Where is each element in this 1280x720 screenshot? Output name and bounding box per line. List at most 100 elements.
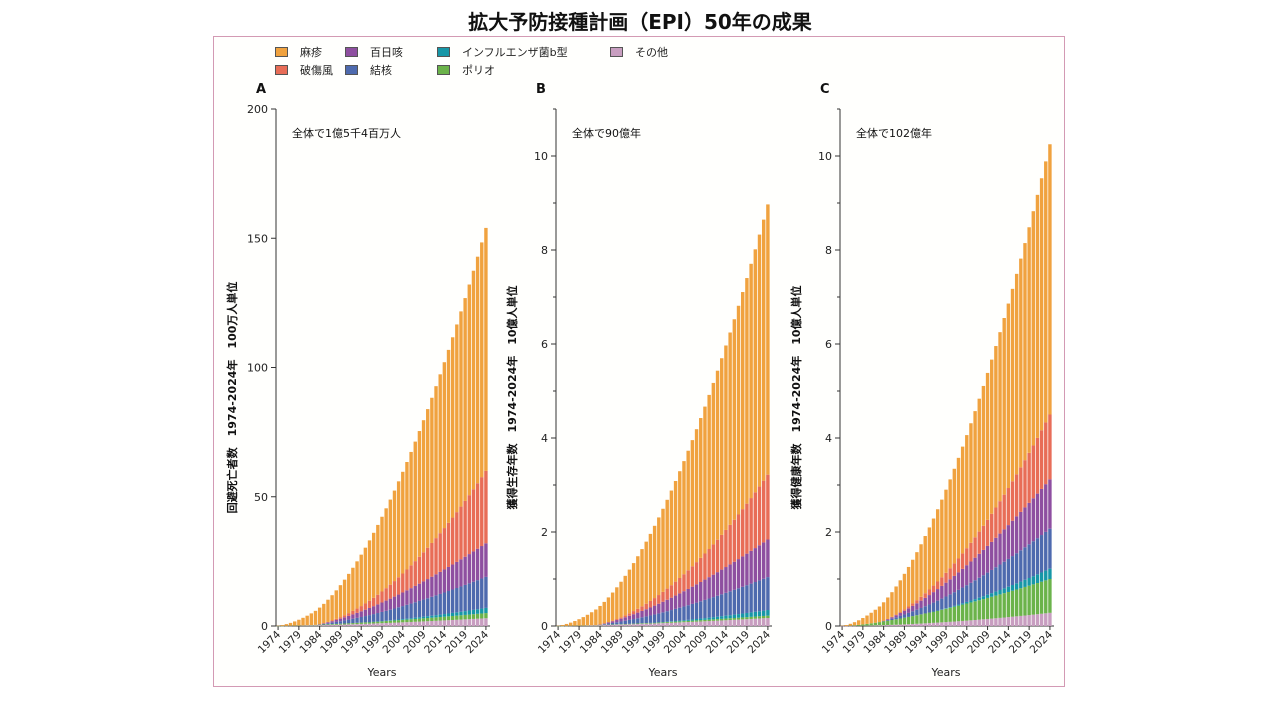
bar-segment — [665, 499, 669, 589]
bar-segment — [615, 624, 619, 626]
bar-segment — [911, 611, 915, 617]
bar-segment — [405, 462, 409, 570]
bar-segment — [652, 605, 657, 615]
bar-segment — [923, 606, 927, 614]
bar-segment — [703, 618, 707, 620]
bar-segment — [434, 386, 438, 539]
bar-segment — [401, 606, 405, 620]
bar-segment — [994, 507, 998, 538]
bar-segment — [459, 311, 463, 507]
bar-segment — [376, 621, 380, 624]
bar-segment — [405, 618, 409, 620]
bar-segment — [322, 625, 326, 626]
bar-segment — [940, 577, 944, 586]
bar-segment — [322, 623, 326, 624]
bar-segment — [413, 561, 417, 586]
bar-segment — [1002, 588, 1006, 594]
bar-segment — [985, 519, 990, 546]
bar-segment — [351, 614, 355, 619]
bar-segment — [598, 605, 602, 625]
bar-segment — [392, 596, 397, 609]
bar-segment — [426, 621, 430, 626]
bar-segment — [459, 559, 463, 587]
bar-segment — [1027, 544, 1031, 579]
bar-segment — [973, 601, 977, 620]
bar-segment — [330, 621, 334, 623]
bar-segment — [359, 623, 363, 626]
y-tick-label: 4 — [541, 432, 548, 445]
bar-segment — [749, 550, 753, 584]
panel-letter: C — [820, 82, 830, 97]
bar-segment — [686, 622, 690, 626]
bar-segment — [728, 618, 732, 621]
bar-segment — [355, 624, 359, 626]
bar-segment — [673, 481, 678, 582]
bar-segment — [388, 620, 393, 623]
bar-segment — [661, 591, 665, 602]
bar-segment — [919, 544, 923, 597]
bar-segment — [732, 519, 737, 562]
bar-segment — [745, 585, 749, 613]
bar-segment — [998, 589, 1002, 595]
bar-segment — [475, 609, 480, 614]
bar-segment — [367, 600, 372, 608]
bar-segment — [694, 562, 699, 585]
bar-segment — [648, 623, 653, 626]
bar-segment — [471, 614, 476, 619]
bar-segment — [694, 621, 699, 626]
bar-segment — [927, 595, 932, 605]
bar-segment — [442, 362, 447, 529]
x-tick-label: 1989 — [318, 629, 345, 656]
bar-segment — [392, 620, 397, 623]
bar-segment — [309, 625, 314, 626]
bar-segment — [965, 548, 969, 566]
bar-segment — [965, 585, 969, 602]
bar-segment — [935, 581, 940, 590]
bar-segment — [384, 623, 388, 626]
bar-segment — [1019, 511, 1023, 551]
x-tick-label: 2019 — [443, 629, 470, 656]
bar-segment — [940, 499, 944, 578]
bar-segment — [720, 569, 724, 595]
bar-segment — [699, 620, 703, 622]
bar-segment — [471, 618, 476, 626]
bar-segment — [931, 592, 936, 603]
bar-segment — [640, 623, 644, 626]
bar-segment — [898, 580, 902, 613]
bar-segment — [944, 596, 948, 609]
bar-segment — [627, 624, 632, 626]
x-tick-label: 2004 — [381, 628, 409, 656]
bar-segment — [367, 622, 372, 624]
bar-segment — [965, 601, 969, 604]
bar-segment — [1010, 288, 1015, 482]
bar-segment — [944, 622, 948, 626]
bar-segment — [334, 624, 338, 626]
bar-segment — [598, 625, 602, 626]
bar-segment — [455, 561, 459, 588]
bar-segment — [1027, 578, 1031, 586]
bar-segment — [898, 615, 902, 619]
bar-segment — [673, 620, 678, 622]
bar-segment — [973, 411, 977, 538]
bar-segment — [923, 536, 927, 594]
bar-segment — [467, 554, 471, 584]
bar-segment — [442, 592, 447, 615]
bar-segment — [317, 624, 322, 626]
bar-segment — [426, 598, 430, 617]
bar-segment — [568, 622, 573, 626]
bar-segment — [952, 592, 957, 606]
bar-segment — [998, 564, 1002, 590]
bar-segment — [342, 620, 347, 624]
bar-segment — [627, 569, 632, 614]
bar-segment — [347, 613, 351, 616]
bar-segment — [728, 615, 732, 619]
bar-segment — [330, 622, 334, 625]
bar-segment — [401, 619, 405, 623]
bar-segment — [1014, 589, 1019, 617]
bar-segment — [981, 596, 986, 600]
bar-segment — [673, 581, 678, 596]
bar-segment — [627, 619, 632, 624]
bar-segment — [720, 358, 724, 535]
bar-segment — [1014, 474, 1019, 517]
bar-segment — [753, 582, 758, 612]
